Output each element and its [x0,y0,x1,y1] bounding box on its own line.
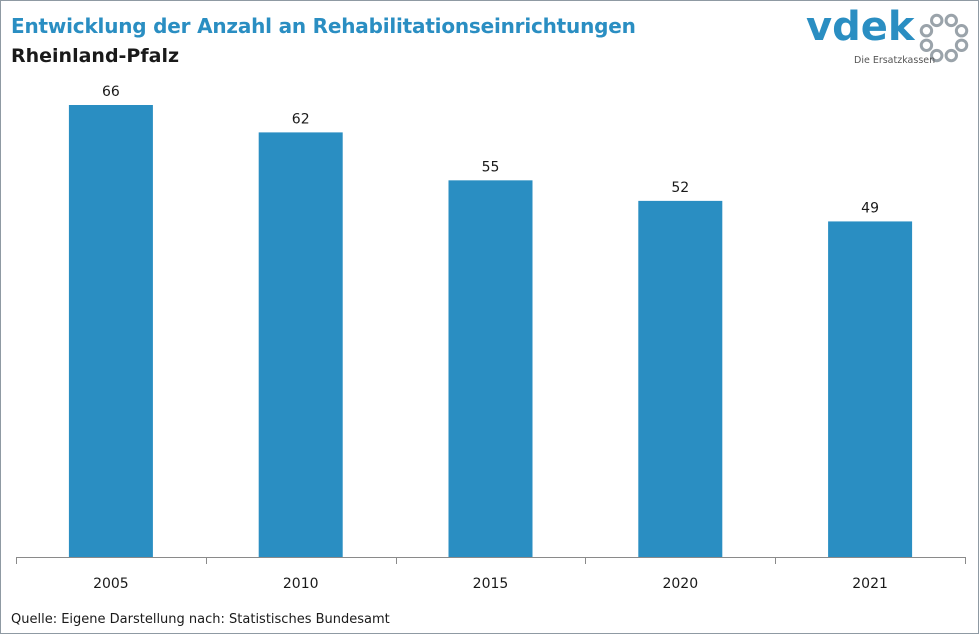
x-tick-label: 2005 [93,576,129,592]
data-label: 52 [671,180,689,196]
logo-ring-icon [919,13,969,63]
data-label: 66 [102,84,120,100]
bar [258,132,343,558]
bar [68,105,153,557]
logo-ring-dot [954,38,969,52]
vdek-logo: vdek Die Ersatzkassen [806,4,971,72]
chart-subtitle: Rheinland-Pfalz [11,45,180,67]
logo-ring-dot [919,24,934,38]
source-note: Quelle: Eigene Darstellung nach: Statist… [11,612,390,627]
x-tick-label: 2020 [662,576,698,592]
logo-ring-dot [919,38,934,52]
logo-ring-dot [930,13,944,28]
logo-wordmark: vdek [806,4,915,50]
data-label: 49 [861,200,879,216]
logo-ring-dot [944,48,958,63]
logo-ring-dot [944,13,958,28]
logo-ring-dot [930,48,944,63]
x-tick-label: 2010 [283,576,319,592]
chart-title: Entwicklung der Anzahl an Rehabilitation… [11,14,636,38]
x-tick-label: 2015 [473,576,509,592]
logo-tagline: Die Ersatzkassen [854,55,936,66]
bar [828,221,913,557]
logo-ring-dot [954,24,969,38]
bar [638,200,723,557]
data-label: 55 [482,159,500,175]
data-label: 62 [292,111,310,127]
x-tick-label: 2021 [852,576,888,592]
bar [448,180,533,558]
